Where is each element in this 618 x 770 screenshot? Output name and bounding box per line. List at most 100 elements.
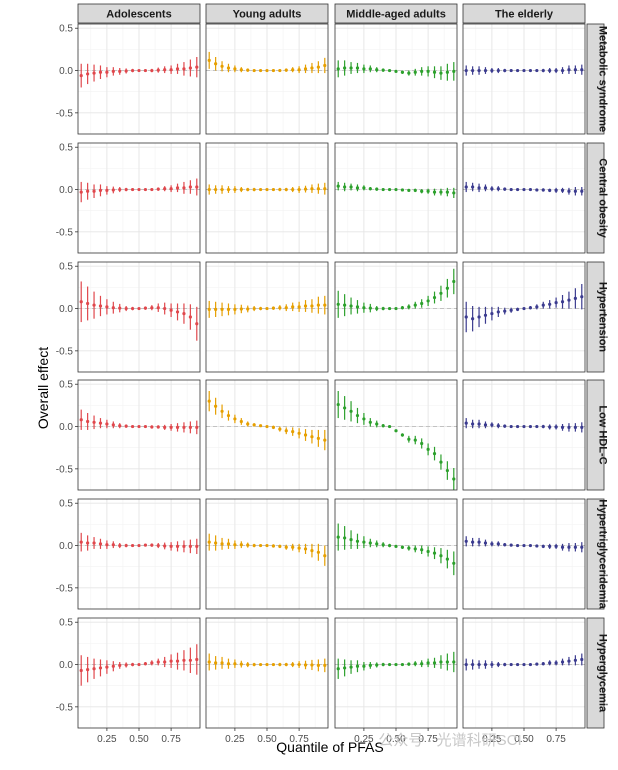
point-estimate [118,69,122,73]
point-estimate [471,68,475,73]
point-estimate [464,662,468,667]
point-estimate [79,540,83,544]
panel-marks [207,51,327,74]
point-estimate [316,663,320,667]
point-estimate [214,307,218,311]
point-estimate [182,186,186,190]
point-estimate [432,70,437,74]
point-estimate [420,441,424,446]
panel-border [77,498,201,610]
point-estimate [375,542,379,546]
point-estimate [150,425,154,429]
axes-layer: -0.5 0.0 0.5 -0.5 0.0 0.5 -0.5 0.0 0.5 -0.5 0.0 0.5… [56,24,567,745]
panel-hyperglycemia-young-adults [205,617,329,729]
point-estimate [580,189,584,193]
point-estimate [580,657,584,662]
point-estimate [252,543,256,548]
point-estimate [375,306,379,311]
point-estimate [188,315,192,319]
point-estimate [246,662,250,667]
point-estimate [554,661,558,665]
point-estimate [349,66,353,70]
point-estimate [560,188,565,192]
panel-central-obesity-the-elderly [462,142,586,254]
point-estimate [535,68,539,73]
panel-hyperglycemia-the-elderly [462,617,586,729]
point-estimate [265,306,269,311]
panel-border [462,498,586,610]
panel-hypertension-adolescents [77,261,201,373]
point-estimate [195,544,199,548]
point-estimate [98,188,103,192]
x-tick-label: 0.75 [546,734,566,745]
point-estimate [548,661,552,665]
point-estimate [548,188,552,192]
point-estimate [226,542,231,546]
point-estimate [362,186,366,190]
point-estimate [79,74,83,78]
panel-marks [336,523,456,576]
point-estimate [130,662,135,667]
point-estimate [316,187,320,191]
point-estimate [124,69,128,73]
panel-marks [79,532,199,554]
point-estimate [169,425,173,429]
point-estimate [381,306,385,311]
point-estimate [98,304,103,308]
point-estimate [362,417,366,421]
point-estimate [464,185,468,189]
point-estimate [394,306,398,311]
point-estimate [137,543,141,548]
point-estimate [496,187,500,191]
point-estimate [355,305,360,309]
panel-border [462,142,586,254]
point-estimate [284,68,288,72]
point-estimate [105,305,109,309]
point-estimate [426,189,430,193]
panel-hypertension-middle-aged-adults [334,261,458,373]
point-estimate [233,67,237,71]
x-tick-label: 0.25 [482,734,502,745]
point-estimate [452,279,456,284]
point-estimate [496,424,500,428]
panel-marks [207,391,327,451]
column-strip-label-adolescents: Adolescents [106,9,171,21]
point-estimate [413,188,417,192]
point-estimate [407,437,411,441]
point-estimate [252,187,256,192]
point-estimate [150,661,154,665]
point-estimate [220,542,224,546]
point-estimate [420,69,424,73]
point-estimate [214,62,218,66]
point-estimate [471,317,475,321]
point-estimate [445,70,449,74]
row-strip-low-hdl-c [586,379,605,491]
panel-grid [206,262,328,372]
row-strip-central-obesity [586,142,605,254]
y-tick-label: 0.5 [59,499,73,510]
point-estimate [79,190,83,194]
point-estimate [580,425,584,429]
point-estimate [560,660,565,664]
y-tick-label: -0.5 [56,108,74,119]
point-estimate [278,68,282,73]
point-estimate [394,187,398,192]
point-estimate [156,425,160,429]
x-tick-label: 0.25 [354,734,374,745]
point-estimate [509,543,513,547]
point-estimate [169,544,173,548]
point-estimate [426,447,430,451]
point-estimate [297,662,301,667]
point-estimate [509,187,513,192]
point-estimate [554,68,558,73]
point-estimate [195,185,199,189]
row-strip-metabolic-syndrome [586,23,605,135]
panel-metabolic-syndrome-adolescents [77,23,201,135]
point-estimate [284,429,288,433]
point-estimate [239,307,243,311]
point-estimate [246,307,250,311]
point-estimate [509,424,513,429]
point-estimate [310,435,314,439]
point-estimate [175,659,180,663]
point-estimate [92,541,96,545]
